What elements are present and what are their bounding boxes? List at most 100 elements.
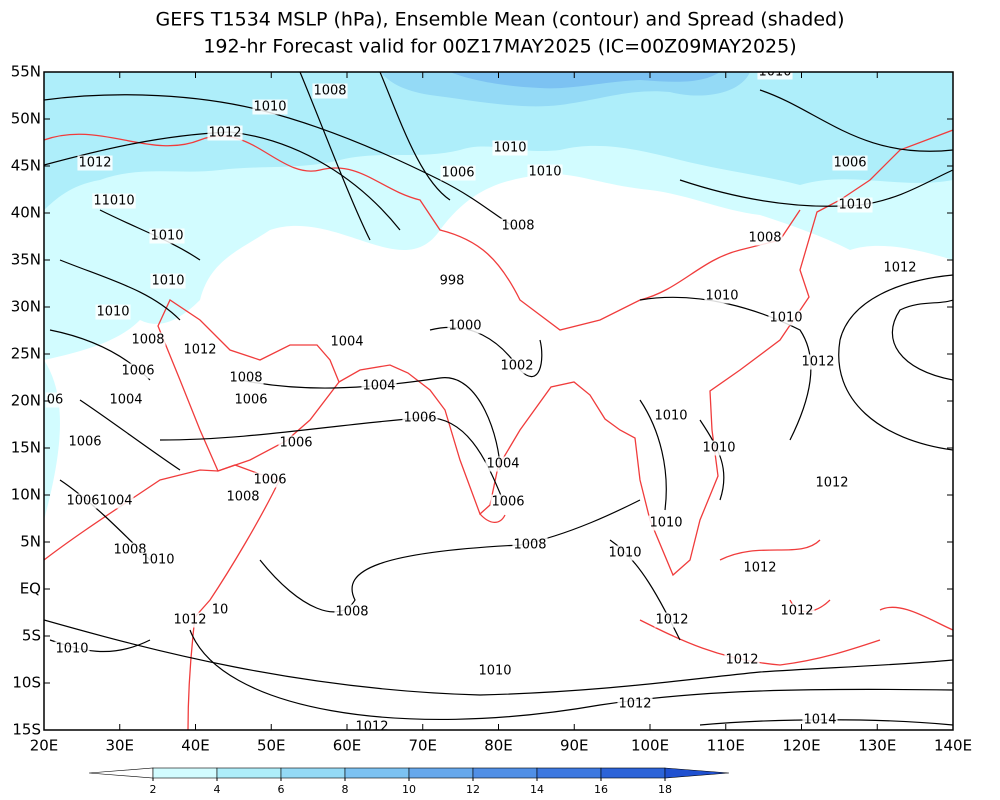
lon-label: 40E: [181, 737, 210, 755]
contour-label: 1010: [493, 141, 526, 156]
label-background: [120, 363, 156, 379]
contour-label: 06: [47, 393, 64, 408]
contour-label: 1010: [702, 441, 735, 456]
title-line: 192-hr Forecast valid for 00Z17MAY2025 (…: [203, 36, 796, 58]
contour-label: 1012: [743, 561, 776, 576]
lat-label: 25N: [11, 345, 41, 363]
label-background: [447, 318, 483, 334]
contour-line: [639, 296, 812, 441]
lat-label: 45N: [11, 157, 41, 175]
contour-line: [239, 377, 501, 471]
contour-label: 1008: [335, 605, 368, 620]
contour-label: 1008: [226, 490, 259, 505]
label-background: [837, 197, 873, 213]
contour-label: 1010: [608, 546, 641, 561]
contour-label: 1012: [173, 613, 206, 628]
colorbar-label: 16: [594, 783, 608, 796]
map-area: 1008 1010 1012 1012 11010 1010 1010 1010 1008 101…: [44, 65, 953, 730]
lon-label: 70E: [408, 737, 437, 755]
label-background: [617, 696, 653, 712]
contour-label: 1008: [501, 219, 534, 234]
label-background: [607, 545, 643, 561]
label-background: [654, 612, 690, 628]
label-background: [527, 164, 563, 180]
spread-level: [450, 72, 720, 89]
label-background: [252, 472, 288, 488]
label-background: [768, 310, 804, 326]
lat-label: 10S: [12, 674, 41, 692]
lon-label: 100E: [631, 737, 669, 755]
label-background: [312, 83, 348, 99]
label-background: [225, 489, 261, 505]
lat-label: 35N: [11, 251, 41, 269]
contour-label: 1010: [649, 516, 682, 531]
contour-label: 11010: [93, 194, 134, 209]
contour-label: 1004: [99, 494, 132, 509]
contour-line: [44, 619, 953, 696]
label-background: [757, 72, 793, 80]
contour-label: 1010: [478, 664, 511, 679]
label-background: [485, 456, 521, 472]
contour-label: 1012: [183, 343, 216, 358]
contour-label: 1010: [253, 100, 286, 115]
lat-label: 30N: [11, 298, 41, 316]
lat-label: 10N: [11, 486, 41, 504]
label-background: [882, 260, 918, 276]
contour-label: 1004: [362, 379, 395, 394]
contour-label: 1006: [66, 494, 99, 509]
label-background: [492, 140, 528, 156]
label-background: [233, 392, 269, 408]
label-background: [440, 165, 476, 181]
contour-label: 1006: [279, 436, 312, 451]
contour-label: 1008: [748, 231, 781, 246]
label-background: [252, 99, 288, 115]
colorbar-label: 10: [402, 783, 416, 796]
contour-label: 1006: [403, 411, 436, 426]
contour-label: 1012: [725, 653, 758, 668]
contour-label: 1012: [883, 261, 916, 276]
contour-label: 1010: [838, 198, 871, 213]
label-background: [500, 218, 536, 234]
colorbar-box: [408, 767, 474, 779]
label-background: [67, 434, 103, 450]
lat-label: 15N: [11, 439, 41, 457]
lat-label: 50N: [11, 110, 41, 128]
label-background: [172, 612, 208, 628]
colorbar-end: [664, 767, 730, 779]
contour-label: 1006: [253, 473, 286, 488]
label-background: [438, 273, 466, 289]
colorbar-box: [472, 767, 538, 779]
colorbar-label: 18: [658, 783, 672, 796]
colorbar-box: [152, 767, 218, 779]
lon-label: 120E: [782, 737, 820, 755]
colorbar-end: [88, 767, 154, 779]
lon-label: 130E: [858, 737, 896, 755]
colorbar-box: [600, 767, 666, 779]
label-background: [207, 125, 243, 141]
contour-label: 1002: [500, 359, 533, 374]
coastline: [44, 464, 280, 730]
lon-label: 50E: [257, 737, 286, 755]
lat-label: 15S: [12, 721, 41, 739]
lat-label: 55N: [11, 63, 41, 81]
contour-label: 1004: [330, 335, 363, 350]
colorbar-label: 2: [150, 783, 157, 796]
contour-label: 1010: [758, 65, 791, 80]
contour-label: 1012: [78, 156, 111, 171]
colorbar-box: [344, 767, 410, 779]
contour-label: 1004: [486, 457, 519, 472]
contour-label: 1008: [313, 84, 346, 99]
label-background: [802, 712, 838, 728]
coastlines: [44, 129, 953, 730]
axes: 55N 50N 45N 40N 35N 30N 25N 20N 15N 10N 5N EQ 5S 10S 1…: [11, 63, 972, 755]
contour-label: 1010: [55, 642, 88, 657]
contour-label: 1012: [801, 355, 834, 370]
label-background: [354, 719, 390, 730]
contour-label: 1010: [654, 409, 687, 424]
lat-label: EQ: [20, 580, 41, 598]
label-background: [800, 354, 836, 370]
label-background: [130, 332, 166, 348]
contour-line: [189, 629, 953, 721]
lon-label: 110E: [707, 737, 745, 755]
